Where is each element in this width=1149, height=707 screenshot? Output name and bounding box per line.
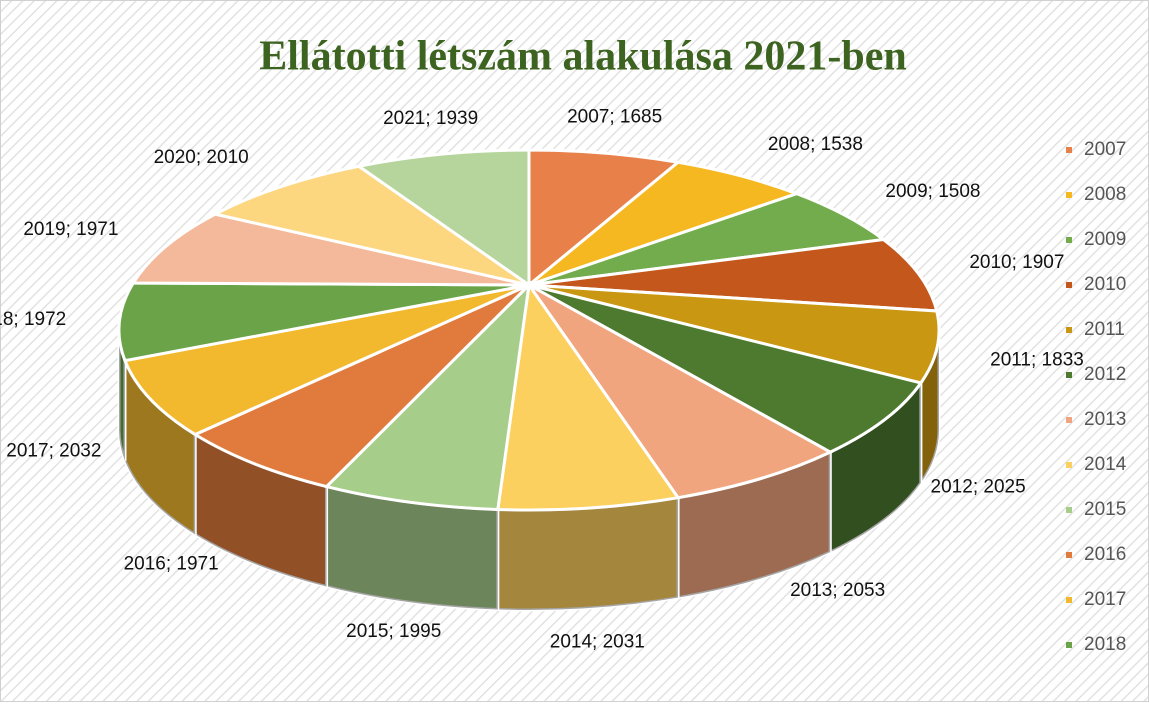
slice — [323, 280, 532, 512]
data-label: 2016; 1971 — [124, 554, 219, 575]
legend-text: 2010 — [1084, 274, 1126, 295]
slice — [527, 148, 682, 289]
legend-text: 2011 — [1084, 319, 1125, 340]
data-label: 2017; 2032 — [6, 441, 101, 462]
slice — [355, 148, 531, 288]
chart-title: Ellátotti létszám alakulása 2021-ben — [259, 34, 907, 80]
data-label: 2010; 1907 — [969, 252, 1064, 273]
slice-side-shade — [326, 486, 498, 610]
legend-swatch — [1066, 192, 1072, 198]
data-label: 2009; 1508 — [885, 181, 980, 202]
slice — [117, 281, 530, 363]
slice-side-shade — [920, 330, 939, 483]
data-label: 2012; 2025 — [931, 477, 1026, 498]
slice-side-shade — [830, 382, 921, 553]
slice — [191, 283, 531, 489]
legend-swatch — [1066, 327, 1072, 333]
slice-side-shade — [195, 434, 327, 587]
data-label: 2011; 1833 — [990, 349, 1084, 370]
legend-text: 2007 — [1084, 139, 1126, 160]
slice — [130, 212, 530, 287]
legend-text: 2008 — [1084, 184, 1126, 205]
legend-text: 2018 — [1084, 634, 1126, 655]
data-label: 2008; 1538 — [768, 134, 863, 155]
legend-swatch — [1066, 237, 1072, 243]
legend-text: 2013 — [1084, 409, 1126, 430]
legend-swatch — [1066, 552, 1072, 558]
data-label: 2015; 1995 — [346, 621, 441, 642]
slice — [210, 164, 530, 287]
slice-side-shade — [124, 360, 196, 535]
slice-side-shade — [119, 330, 125, 461]
slice — [528, 283, 924, 454]
legend-swatch — [1066, 597, 1072, 603]
legend-swatch — [1066, 507, 1072, 513]
slice-side-shade — [497, 497, 679, 610]
legend-text: 2012 — [1084, 364, 1126, 385]
slice — [528, 237, 939, 313]
legend-swatch — [1066, 147, 1072, 153]
data-label: 2021; 1939 — [383, 108, 478, 129]
slice — [496, 281, 681, 512]
data-label: 2013; 2053 — [790, 580, 885, 601]
legend-swatch — [1066, 462, 1072, 468]
data-label: 2020; 2010 — [154, 147, 249, 168]
legend-text: 2017 — [1084, 589, 1126, 610]
data-label: 2007; 1685 — [567, 107, 662, 128]
slice-side-shade — [678, 452, 831, 598]
legend-swatch — [1066, 642, 1072, 648]
legend-text: 2015 — [1084, 499, 1126, 520]
slice — [122, 283, 530, 437]
data-label: 2018; 1972 — [0, 309, 66, 330]
data-label: 2014; 2031 — [550, 632, 645, 653]
data-label: 2019; 1971 — [23, 219, 118, 240]
legend-text: 2016 — [1084, 544, 1126, 565]
legend-swatch — [1066, 372, 1072, 378]
legend-text: 2014 — [1084, 454, 1127, 475]
legend-swatch — [1066, 282, 1072, 288]
legend-text: 2009 — [1084, 229, 1126, 250]
slice — [527, 283, 834, 500]
legend-swatch — [1066, 417, 1072, 423]
